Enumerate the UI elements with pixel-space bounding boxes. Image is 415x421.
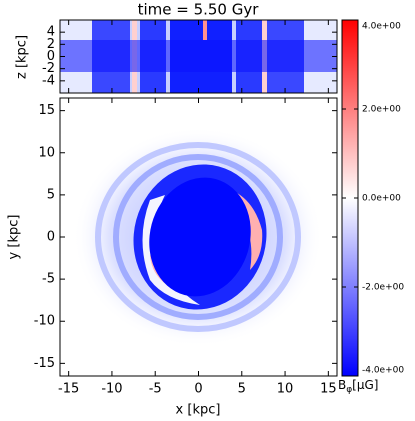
y-tick-label: 0: [47, 230, 55, 245]
colorbar-label-main: B: [338, 378, 346, 392]
y-tick-label: -2: [42, 61, 55, 76]
y-tick-label: 2: [47, 37, 55, 52]
y-tick-label: 0: [47, 49, 55, 64]
x-tick-label: 15: [320, 382, 337, 397]
z-axis-label: z [kpc]: [15, 35, 30, 79]
y-tick-label: -15: [34, 356, 55, 371]
xz-field: [60, 20, 337, 93]
y-tick-label: 5: [47, 187, 55, 202]
y-tick-label: -5: [42, 272, 55, 287]
x-tick-label: 5: [238, 382, 246, 397]
x-tick-label: 0: [194, 382, 202, 397]
x-tick-label: -5: [149, 382, 162, 397]
colorbar-label-sub: φ: [346, 385, 352, 395]
y-tick-label: 15: [38, 103, 55, 118]
colorbar-tick-label: 2.0e+00: [362, 105, 401, 115]
chart-title: time = 5.50 Gyr: [138, 1, 260, 19]
y-tick-label: 4: [47, 25, 55, 40]
colorbar-label: Bφ[μG]: [338, 378, 378, 395]
colorbar-tick-label: -2.0e+00: [362, 283, 404, 293]
y-axis-label: y [kpc]: [7, 215, 22, 260]
y-tick-label: -4: [42, 73, 55, 88]
y-tick-label: 10: [38, 145, 55, 160]
colorbar-label-unit: [μG]: [352, 378, 378, 392]
x-tick-label: -15: [58, 382, 79, 397]
y-tick-label: -10: [34, 314, 55, 329]
x-tick-label: -10: [101, 382, 122, 397]
colorbar-tick-label: -4.0e+00: [362, 366, 404, 376]
xy-field: [60, 98, 337, 376]
colorbar-tick-label: 4.0e+00: [362, 22, 401, 32]
colorbar-tick-label: 0.0e+00: [362, 194, 401, 204]
x-tick-label: 10: [277, 382, 294, 397]
x-axis-label: x [kpc]: [176, 403, 221, 418]
